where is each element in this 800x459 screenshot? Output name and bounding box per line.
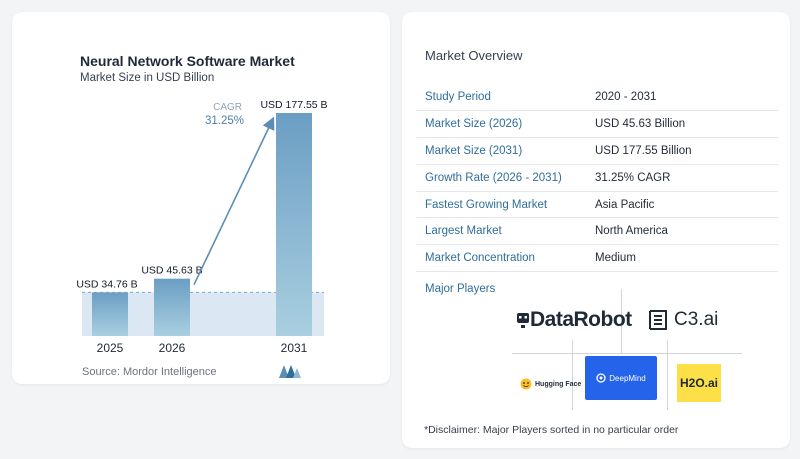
- cagr-value: 31.25%: [205, 115, 244, 127]
- row-value: USD 45.63 Billion: [586, 110, 778, 139]
- data-label: USD 177.55 B: [260, 99, 327, 111]
- table-row: Growth Rate (2026 - 2031) 31.25% CAGR: [416, 164, 778, 192]
- source-text: Source: Mordor Intelligence: [82, 366, 217, 378]
- c3ai-logo-text: C3.ai: [674, 309, 719, 330]
- deepmind-logo: DeepMind: [585, 356, 657, 400]
- c3ai-logo: C3.ai: [648, 305, 718, 335]
- divider: [667, 340, 668, 410]
- hugging-face-logo: Hugging Face: [520, 376, 581, 392]
- x-tick-label: 2026: [159, 341, 186, 355]
- bar-2025: [92, 292, 128, 336]
- bar-2026: [154, 278, 190, 336]
- row-key: Largest Market: [416, 217, 586, 246]
- deepmind-icon: [596, 373, 606, 383]
- row-key: Market Concentration: [416, 244, 586, 273]
- table-row: Largest Market North America: [416, 217, 778, 246]
- overview-table: Study Period 2020 - 2031 Market Size (202…: [416, 84, 778, 273]
- disclaimer-text: *Disclaimer: Major Players sorted in no …: [424, 424, 679, 436]
- row-value: Asia Pacific: [586, 191, 778, 219]
- row-key: Market Size (2031): [416, 137, 586, 165]
- hugging-face-logo-text: Hugging Face: [535, 380, 582, 388]
- row-key: Fastest Growing Market: [416, 191, 586, 219]
- cagr-arrow: [193, 116, 275, 286]
- row-key: Growth Rate (2026 - 2031): [416, 164, 586, 192]
- chart-subtitle: Market Size in USD Billion: [80, 72, 215, 84]
- row-key: Study Period: [416, 84, 586, 112]
- table-row: Market Size (2026) USD 45.63 Billion: [416, 110, 778, 139]
- table-row: Study Period 2020 - 2031: [416, 84, 778, 112]
- h2o-logo-text: H2O.ai: [679, 376, 718, 390]
- x-tick-label: 2031: [281, 341, 308, 355]
- table-row: Market Concentration Medium: [416, 244, 778, 273]
- row-value: 31.25% CAGR: [586, 164, 778, 192]
- chart-title: Neural Network Software Market: [80, 53, 295, 69]
- major-players-label: Major Players: [425, 283, 496, 295]
- overview-title: Market Overview: [425, 48, 523, 63]
- divider: [621, 289, 622, 353]
- c3-mark-icon: [649, 310, 667, 330]
- h2o-logo: H2O.ai: [677, 364, 721, 402]
- datarobot-logo: DataRobot: [516, 302, 632, 338]
- row-value: Medium: [586, 244, 778, 273]
- row-value: North America: [586, 217, 778, 246]
- robot-icon: [517, 313, 529, 328]
- row-value: 2020 - 2031: [586, 84, 778, 112]
- row-value: USD 177.55 Billion: [586, 137, 778, 165]
- deepmind-logo-text: DeepMind: [609, 373, 646, 383]
- bar-2031: [276, 113, 312, 336]
- divider: [572, 340, 573, 410]
- mordor-logo-icon: [279, 365, 301, 378]
- row-key: Market Size (2026): [416, 110, 586, 139]
- data-label: USD 34.76 B: [76, 278, 137, 290]
- hugging-face-icon: [520, 378, 532, 390]
- datarobot-logo-text: DataRobot: [530, 308, 632, 331]
- x-tick-label: 2025: [97, 341, 124, 355]
- cagr-label: CAGR: [213, 102, 242, 113]
- bar-chart: USD 34.76 B 2025 USD 45.63 B 2026 USD 177.55…: [76, 99, 327, 355]
- table-row: Market Size (2031) USD 177.55 Billion: [416, 137, 778, 165]
- table-row: Fastest Growing Market Asia Pacific: [416, 191, 778, 219]
- divider: [512, 353, 742, 354]
- data-label: USD 45.63 B: [141, 265, 202, 277]
